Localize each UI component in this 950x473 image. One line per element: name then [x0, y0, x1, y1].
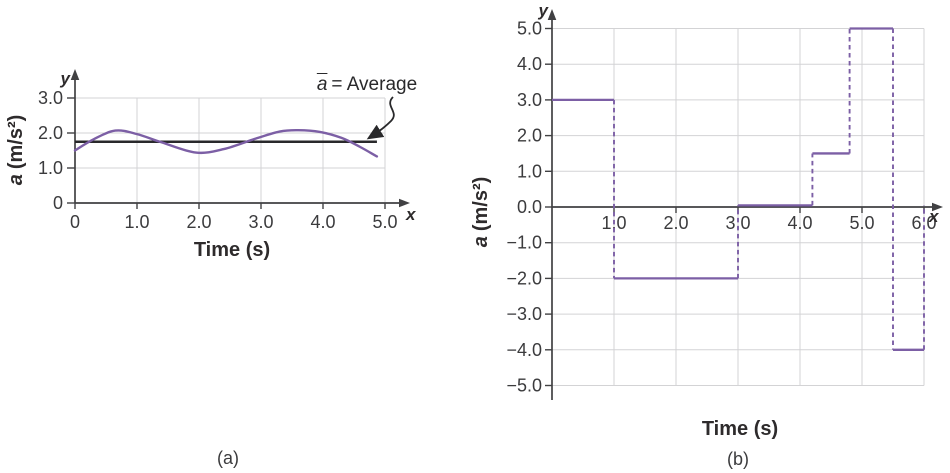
y-tick-label: 3.0 [517, 90, 542, 110]
average-annotation: a = Average [292, 74, 442, 97]
y-tick-label: −5.0 [506, 376, 542, 396]
chart-a-x-axis-letter: x [406, 205, 416, 224]
chart-a-x-axis-title: Time (s) [193, 239, 271, 261]
chart-b-plot: 1.0 2.0 3.0 4.0 5.0 6.05.04.03.02.01.00.0−1.0… [506, 9, 943, 400]
chart-b-caption: (b) [727, 449, 749, 469]
y-tick-label: 4.0 [517, 54, 542, 74]
y-tick-label: −3.0 [506, 304, 542, 324]
chart-a-y-axis-title: a (m/s²) [4, 70, 28, 230]
y-tick-label: 1.0 [517, 161, 542, 181]
x-tick-label: 5.0 [372, 212, 397, 232]
chart-a-caption: (a) [217, 448, 239, 468]
y-axis-arrowhead [547, 9, 557, 20]
x-axis-arrowhead [399, 198, 410, 208]
chart-a-y-axis-units: (m/s²) [5, 114, 27, 170]
y-tick-label: 3.0 [38, 88, 63, 108]
acceleration-curve [73, 128, 379, 158]
y-tick-label: −1.0 [506, 233, 542, 253]
y-tick-label: −4.0 [506, 340, 542, 360]
x-tick-label: 0 [70, 212, 80, 232]
x-tick-label: 5.0 [849, 213, 874, 233]
x-axis-arrowhead [932, 202, 943, 212]
y-tick-label: −2.0 [506, 268, 542, 288]
x-tick-label: 4.0 [310, 212, 335, 232]
y-tick-label: 2.0 [38, 123, 63, 143]
y-tick-label: 0.0 [517, 197, 542, 217]
chart-b-x-axis-title: Time (s) [701, 418, 779, 440]
chart-a-y-axis-symbol: a [5, 174, 27, 186]
y-axis-arrowhead [70, 69, 80, 80]
average-annotation-text: = Average [331, 74, 418, 95]
x-tick-label: 4.0 [787, 213, 812, 233]
y-tick-label: 5.0 [517, 19, 542, 39]
chart-b-y-axis-title: a (m/s²) [469, 132, 493, 292]
chart-b-y-axis-units: (m/s²) [470, 176, 492, 232]
annotation-arrow [366, 96, 395, 140]
chart-a-y-axis-letter: y [60, 69, 70, 88]
chart-b-y-axis-letter: y [538, 1, 548, 20]
chart-b-x-axis-letter: x [929, 207, 939, 226]
y-tick-label: 2.0 [517, 126, 542, 146]
a-bar-symbol: a [316, 74, 328, 95]
chart-a-plot: 0 1.0 2.0 3.0 4.0 5.0 0 1.0 2.0 3.0 [38, 69, 410, 232]
x-tick-label: 3.0 [725, 213, 750, 233]
y-tick-label: 1.0 [38, 158, 63, 178]
y-tick-label: 0 [53, 193, 63, 213]
x-tick-label: 1.0 [124, 212, 149, 232]
chart-b-y-axis-symbol: a [470, 236, 492, 248]
x-tick-label: 2.0 [663, 213, 688, 233]
x-tick-label: 2.0 [186, 212, 211, 232]
x-tick-label: 3.0 [248, 212, 273, 232]
x-tick-label: 6.0 [911, 213, 936, 233]
